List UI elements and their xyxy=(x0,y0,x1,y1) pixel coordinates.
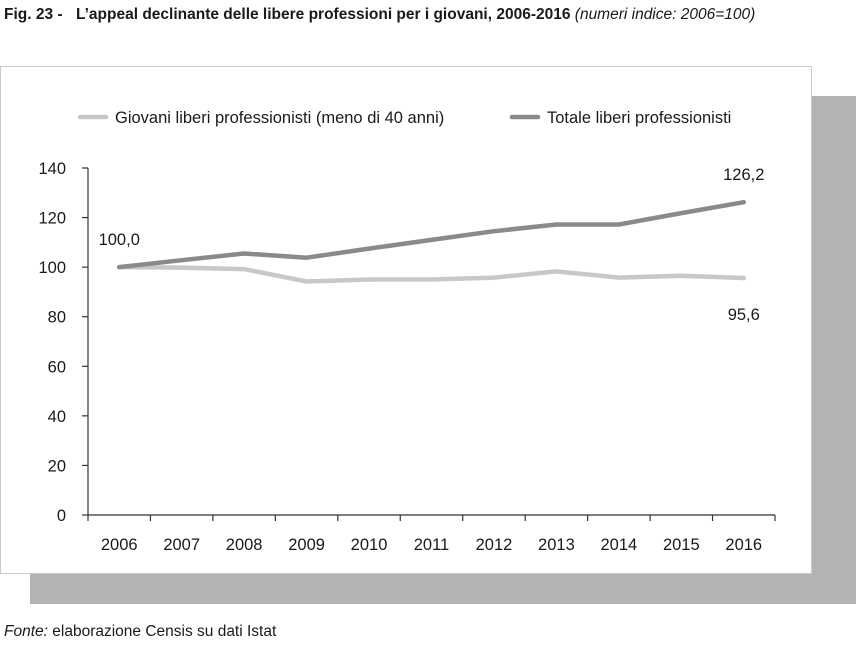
y-tick-label: 0 xyxy=(57,507,66,525)
line-chart: 0 20 40 60 80 100 120 140 2006 2007 2008 2009 2010 20… xyxy=(38,109,776,554)
x-tick-label: 2007 xyxy=(163,536,200,554)
x-tick-label: 2016 xyxy=(725,536,762,554)
legend-label-1: Giovani liberi professionisti (meno di 4… xyxy=(115,109,444,127)
data-label: 95,6 xyxy=(728,306,760,324)
y-tick-label: 60 xyxy=(48,358,66,376)
x-tick-label: 2011 xyxy=(414,536,449,554)
figure-title-text: L’appeal declinante delle libere profess… xyxy=(76,4,846,25)
x-tick-label: 2012 xyxy=(476,536,513,554)
source-label: Fonte: xyxy=(4,623,48,640)
chart-panel xyxy=(0,66,812,574)
data-label: 100,0 xyxy=(99,231,140,249)
x-tick-label: 2008 xyxy=(226,536,263,554)
series-line-1 xyxy=(116,264,747,284)
x-tick-label: 2010 xyxy=(351,536,388,554)
y-tick-label: 40 xyxy=(48,408,66,426)
legend-label-2: Totale liberi professionisti xyxy=(547,109,731,127)
data-label: 126,2 xyxy=(723,166,764,184)
figure-number: Fig. 23 - xyxy=(4,6,63,23)
source-text: elaborazione Censis su dati Istat xyxy=(52,623,277,640)
y-tick-label: 120 xyxy=(38,210,66,228)
y-tick-label: 140 xyxy=(38,160,66,178)
series-line-2 xyxy=(116,199,747,270)
y-tick-label: 80 xyxy=(48,309,66,327)
chart-subtitle: (numeri indice: 2006=100) xyxy=(574,6,756,23)
x-tick-label: 2013 xyxy=(538,536,575,554)
x-tick-label: 2014 xyxy=(601,536,638,554)
x-tick-label: 2006 xyxy=(101,536,138,554)
source-note: Fonte: elaborazione Censis su dati Istat xyxy=(4,623,276,641)
y-tick-label: 100 xyxy=(38,259,66,277)
x-tick-label: 2015 xyxy=(663,536,700,554)
x-tick-label: 2009 xyxy=(288,536,325,554)
chart-title: L’appeal declinante delle libere profess… xyxy=(76,6,571,23)
y-tick-label: 20 xyxy=(48,457,66,475)
